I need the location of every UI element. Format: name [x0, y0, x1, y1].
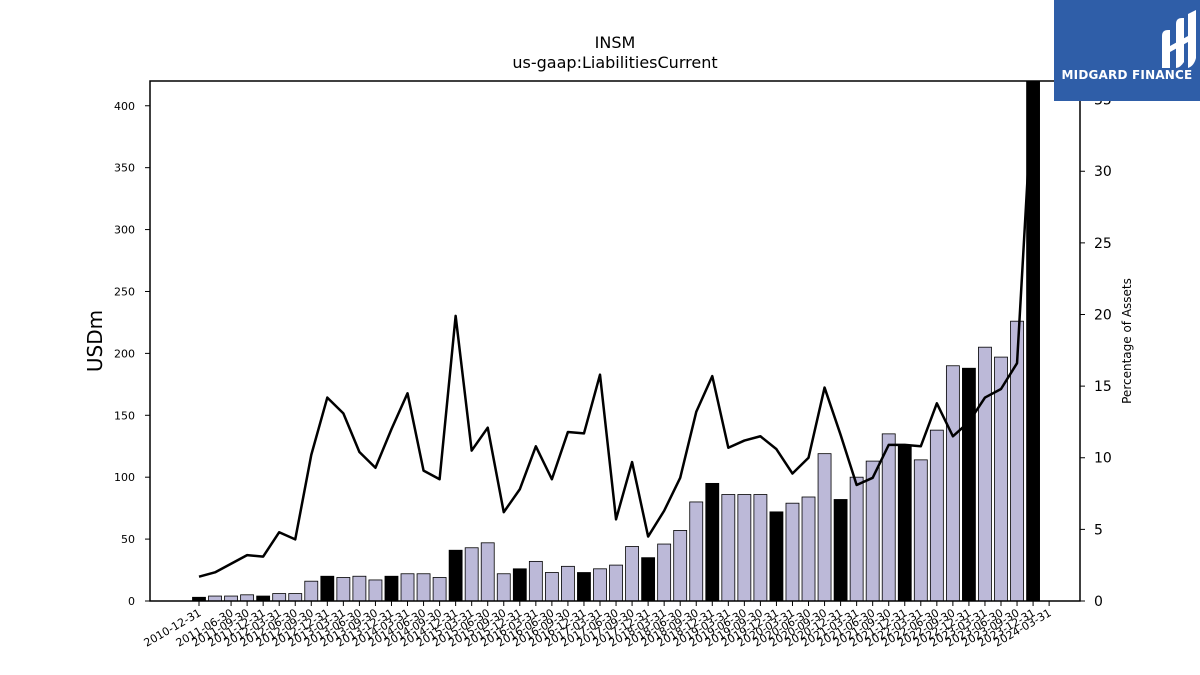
bar: [641, 557, 656, 602]
bar-series: [192, 80, 1040, 602]
y2-tick-label: 20: [1094, 307, 1112, 323]
bar: [577, 572, 591, 602]
brand-logo: MIDGARD FINANCE: [1054, 0, 1200, 101]
x-axis-ticks: 2010-12-312011-06-302011-09-302011-12-31…: [142, 601, 1054, 650]
y2-tick-label: 5: [1094, 522, 1103, 538]
bar: [609, 564, 623, 602]
bar: [962, 367, 976, 602]
bar: [464, 547, 479, 602]
y2-tick-label: 10: [1094, 451, 1112, 467]
y-tick-label: 200: [114, 347, 135, 360]
bar: [304, 580, 319, 602]
right-axis-ticks: 05101520253035: [1080, 93, 1112, 610]
y-tick-label: 100: [114, 471, 135, 484]
bar: [817, 453, 832, 602]
midgard-logo-icon: [1162, 10, 1196, 68]
bar: [881, 433, 896, 602]
y2-tick-label: 15: [1094, 379, 1112, 395]
bar: [448, 549, 463, 602]
y-axis-label: USDm: [83, 310, 107, 372]
bar: [272, 593, 287, 602]
y-tick-label: 150: [114, 409, 135, 422]
bar: [929, 429, 944, 602]
bar: [897, 444, 912, 602]
bar: [721, 494, 736, 602]
left-axis-ticks: 0 50 100 150 200 250 300 350 400: [114, 100, 150, 608]
bar: [994, 356, 1008, 602]
bar: [913, 459, 928, 602]
bar: [528, 560, 543, 602]
bar: [785, 502, 800, 602]
y-tick-label: 350: [114, 162, 135, 175]
y-tick-label: 0: [128, 595, 135, 608]
bar: [945, 365, 960, 602]
bar: [561, 565, 575, 602]
percentage-line: [198, 80, 1035, 578]
bar: [737, 494, 752, 602]
y2-tick-label: 25: [1094, 236, 1112, 252]
chart-subtitle: us-gaap:LiabilitiesCurrent: [512, 53, 717, 72]
bar: [833, 499, 848, 602]
bar: [352, 575, 367, 602]
bar: [336, 577, 351, 602]
brand-name: MIDGARD FINANCE: [1061, 68, 1193, 82]
bar: [673, 530, 688, 602]
bar: [657, 543, 672, 602]
bar: [705, 482, 720, 602]
bar: [801, 496, 816, 602]
bar: [978, 346, 992, 602]
bar: [480, 542, 495, 602]
y2-axis-label: Percentage of Assets: [1120, 278, 1134, 404]
bar: [320, 575, 335, 602]
y-tick-label: 300: [114, 224, 135, 237]
bar: [432, 577, 447, 602]
bar: [865, 460, 880, 602]
bar: [288, 593, 303, 602]
y-tick-label: 250: [114, 285, 135, 298]
plot-frame: [149, 80, 1081, 602]
bar: [544, 572, 559, 602]
line-series: [198, 80, 1035, 578]
bar: [625, 546, 639, 602]
y2-tick-label: 30: [1094, 164, 1112, 180]
bar: [512, 568, 527, 602]
bar: [593, 568, 607, 602]
bar: [849, 476, 864, 602]
bar: [368, 579, 383, 602]
chart-title: INSM: [595, 33, 636, 52]
bar: [416, 573, 431, 602]
y-tick-label: 50: [121, 533, 135, 546]
bar: [753, 494, 768, 602]
bar: [769, 511, 784, 602]
y2-tick-label: 0: [1094, 594, 1103, 610]
bar: [496, 573, 511, 602]
bar: [400, 573, 415, 602]
bar: [689, 501, 704, 602]
y-tick-label: 400: [114, 100, 135, 113]
bar: [240, 594, 255, 602]
bar: [384, 575, 399, 602]
